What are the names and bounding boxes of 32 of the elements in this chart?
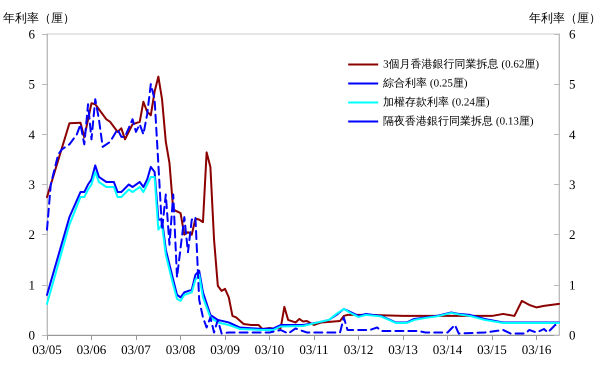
x-tick-label: 03/13: [388, 342, 418, 357]
legend-label: 3個月香港銀行同業拆息 (0.62厘): [383, 58, 540, 70]
x-tick-label: 03/09: [210, 342, 240, 357]
x-tick-label: 03/05: [32, 342, 62, 357]
y2-axis-title: 年利率（厘）: [529, 11, 601, 25]
y2-tick-label: 5: [569, 76, 576, 92]
y-tick-label: 1: [28, 277, 35, 292]
legend-label: 隔夜香港銀行同業拆息 (0.13厘): [383, 114, 534, 128]
x-tick-label: 03/14: [432, 342, 463, 357]
x-tick-label: 03/12: [344, 342, 374, 357]
y-tick-label: 6: [28, 26, 36, 42]
y-tick-label: 3: [28, 177, 35, 192]
y2-tick-label: 4: [569, 126, 576, 142]
x-tick-label: 03/06: [76, 342, 107, 357]
y2-tick-label: 3: [569, 177, 576, 192]
y-tick-label: 2: [28, 227, 35, 242]
y-axis-title: 年利率（厘）: [3, 11, 75, 25]
x-tick-label: 03/15: [477, 342, 507, 357]
x-tick-label: 03/16: [522, 342, 552, 357]
y-tick-label: 0: [28, 328, 35, 342]
legend-label: 加權存款利率 (0.24厘): [383, 96, 490, 108]
x-tick-label: 03/08: [166, 342, 196, 357]
x-tick-label: 03/11: [299, 342, 329, 357]
y2-tick-label: 0: [569, 328, 576, 342]
y2-tick-label: 1: [569, 277, 576, 292]
y-tick-label: 5: [28, 76, 35, 92]
x-tick-label: 03/07: [121, 342, 152, 357]
y2-tick-label: 2: [569, 227, 576, 242]
x-tick-label: 03/10: [254, 342, 284, 357]
legend-label: 綜合利率 (0.25厘): [382, 76, 468, 90]
y-tick-label: 4: [28, 126, 36, 142]
y2-tick-label: 6: [569, 26, 576, 42]
